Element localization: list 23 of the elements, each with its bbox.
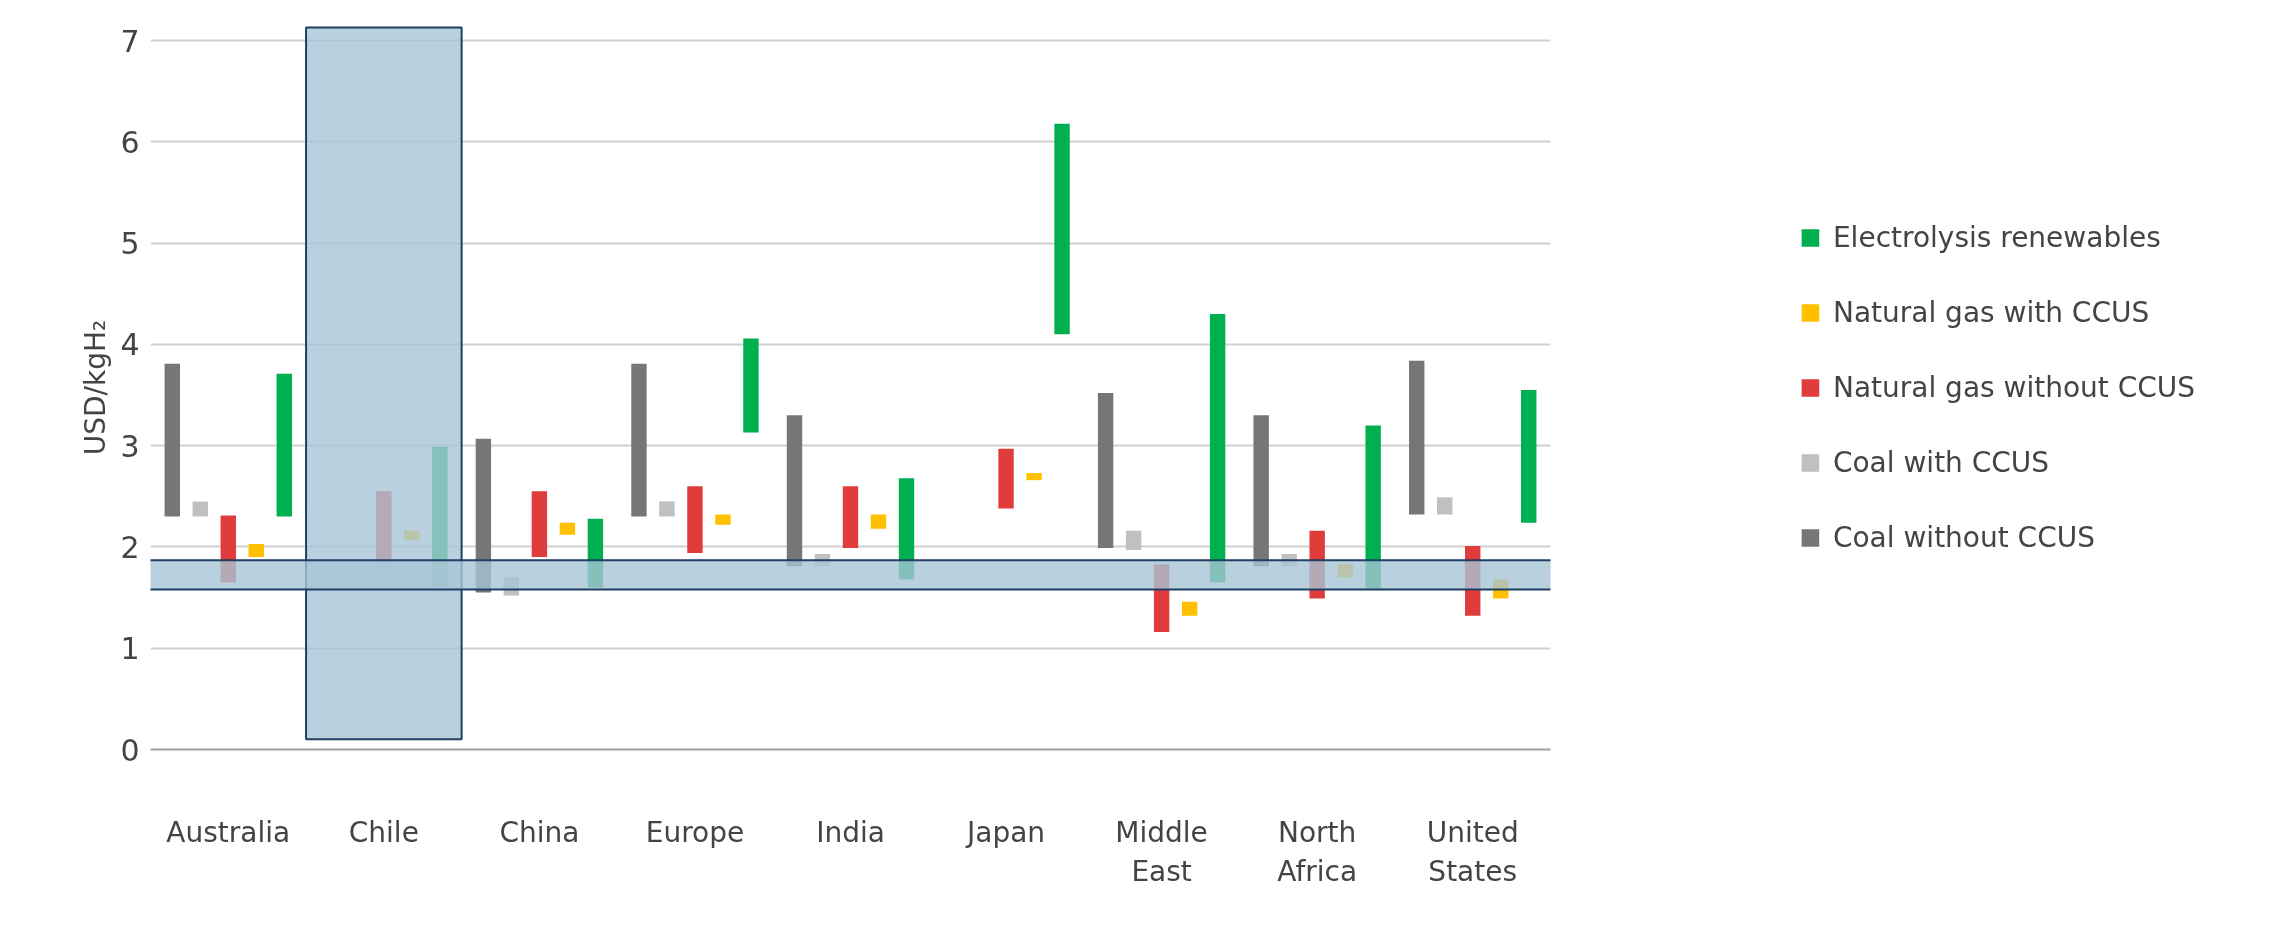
y-tick-label: 1 (120, 631, 140, 667)
x-tick-label: Japan (965, 815, 1046, 849)
y-tick-label: 0 (120, 732, 140, 768)
legend-label: Natural gas with CCUS (1832, 295, 2150, 329)
x-tick-label: Australia (166, 815, 291, 849)
y-tick-label: 2 (120, 529, 140, 565)
x-tick-label: Middle East (1115, 815, 1208, 889)
x-tick-label: North Africa (1277, 815, 1358, 889)
legend-label: Electrolysis renewables (1832, 220, 2161, 254)
y-tick-label: 7 (120, 23, 140, 59)
y-axis-title: USD/kgH₂ (79, 319, 113, 456)
legend-label: Coal with CCUS (1832, 445, 2050, 479)
y-tick-label: 3 (120, 428, 140, 464)
legend-label: Natural gas without CCUS (1832, 370, 2196, 404)
x-tick-label: Chile (348, 815, 419, 849)
y-tick-label: 4 (120, 327, 140, 363)
legend-label: Coal without CCUS (1832, 520, 2095, 554)
y-tick-label: 6 (120, 124, 140, 160)
y-tick-label: 5 (120, 226, 140, 262)
x-tick-label: United States (1426, 815, 1519, 889)
x-tick-label: India (816, 815, 885, 849)
x-tick-label: China (499, 815, 580, 849)
x-tick-label: Europe (645, 815, 745, 849)
